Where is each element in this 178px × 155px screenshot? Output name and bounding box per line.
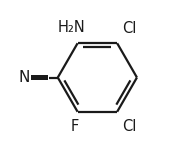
Text: H₂N: H₂N xyxy=(58,20,85,35)
Text: Cl: Cl xyxy=(122,119,136,134)
Text: F: F xyxy=(70,119,79,134)
Text: N: N xyxy=(19,70,30,85)
Text: Cl: Cl xyxy=(122,21,136,36)
